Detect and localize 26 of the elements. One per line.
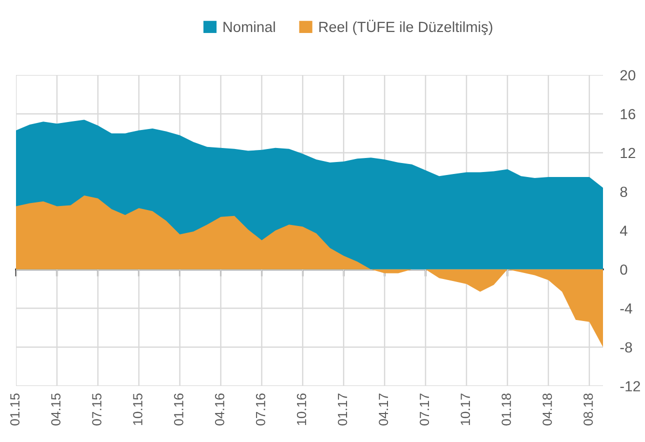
legend-label: Nominal [224, 21, 275, 32]
y-tick-label: 4 [620, 226, 628, 236]
y-tick-label: 8 [620, 186, 628, 198]
y-tick-label: 20 [620, 70, 636, 80]
y-tick-label: -8 [620, 342, 632, 353]
x-tick-label: 07.15 [92, 393, 102, 426]
y-tick-label: -12 [620, 381, 640, 392]
y-tick-label: 16 [620, 108, 636, 120]
x-tick-label: 10.17 [460, 394, 470, 425]
x-tick-label: 04.16 [214, 394, 224, 426]
x-tick-label: 07.16 [256, 394, 266, 426]
x-tick-label: 04.18 [542, 394, 552, 426]
y-tick-label: 0 [620, 264, 628, 275]
x-tick-label: 10.16 [296, 394, 306, 425]
x-tick-label: 01.15 [10, 393, 20, 426]
x-tick-label: 08.18 [584, 394, 593, 426]
y-tick-label: 12 [620, 148, 636, 158]
y-tick-label: -4 [620, 304, 632, 314]
x-tick-label: 04.17 [378, 394, 388, 426]
x-tick-label: 01.18 [502, 394, 511, 426]
x-tick-label: 01.17 [338, 394, 348, 426]
x-tick-label: 10.15 [133, 393, 142, 425]
x-tick-label: 01.16 [174, 394, 184, 426]
x-tick-label: 04.15 [51, 393, 60, 426]
legend-label: Reel (TÜFE ile Düzeltilmiş) [319, 20, 492, 36]
x-tick-label: 07.17 [420, 394, 430, 426]
